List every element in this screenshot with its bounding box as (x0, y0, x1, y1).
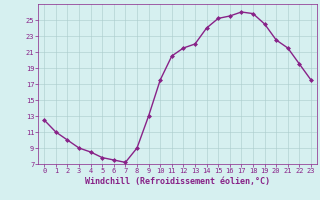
X-axis label: Windchill (Refroidissement éolien,°C): Windchill (Refroidissement éolien,°C) (85, 177, 270, 186)
